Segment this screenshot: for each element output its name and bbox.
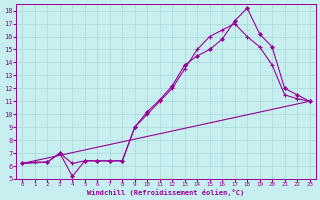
X-axis label: Windchill (Refroidissement éolien,°C): Windchill (Refroidissement éolien,°C) bbox=[87, 189, 244, 196]
